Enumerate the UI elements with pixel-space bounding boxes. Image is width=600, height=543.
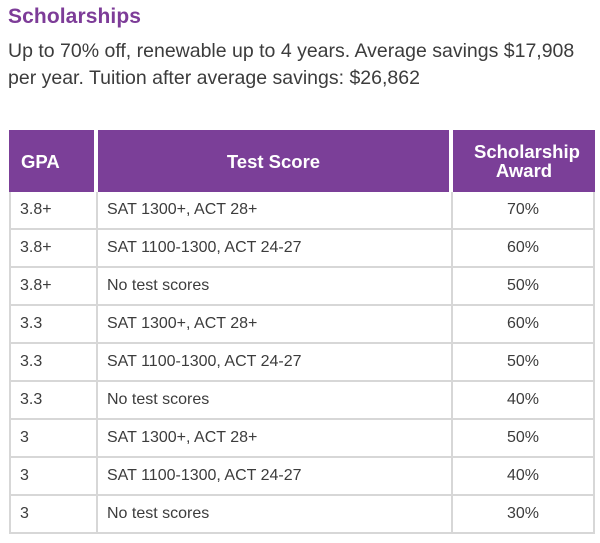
award-cell: 60% — [453, 230, 595, 268]
test-score-cell: SAT 1100-1300, ACT 24-27 — [98, 458, 453, 496]
test-score-cell: No test scores — [98, 382, 453, 420]
gpa-cell: 3.3 — [9, 382, 98, 420]
table-row: 3.8+ No test scores 50% — [9, 268, 595, 306]
test-score-cell: SAT 1300+, ACT 28+ — [98, 192, 453, 230]
gpa-cell: 3 — [9, 458, 98, 496]
gpa-cell: 3.3 — [9, 306, 98, 344]
award-cell: 40% — [453, 382, 595, 420]
gpa-cell: 3.3 — [9, 344, 98, 382]
table-row: 3 No test scores 30% — [9, 496, 595, 534]
table-row: 3.8+ SAT 1100-1300, ACT 24-27 60% — [9, 230, 595, 268]
table-row: 3.3 SAT 1100-1300, ACT 24-27 50% — [9, 344, 595, 382]
header-test-score: Test Score — [98, 130, 453, 192]
award-cell: 70% — [453, 192, 595, 230]
test-score-cell: SAT 1300+, ACT 28+ — [98, 420, 453, 458]
award-cell: 60% — [453, 306, 595, 344]
header-scholarship-award-label: Scholarship Award — [474, 141, 580, 181]
gpa-cell: 3.8+ — [9, 192, 98, 230]
scholarship-table: GPA Test Score Scholarship Award 3.8+ SA… — [9, 130, 595, 534]
award-cell: 50% — [453, 420, 595, 458]
gpa-cell: 3.8+ — [9, 230, 98, 268]
page-title: Scholarships — [8, 5, 142, 28]
gpa-cell: 3 — [9, 496, 98, 534]
scholarship-summary: Up to 70% off, renewable up to 4 years. … — [8, 40, 575, 89]
award-cell: 50% — [453, 268, 595, 306]
award-cell: 30% — [453, 496, 595, 534]
award-cell: 40% — [453, 458, 595, 496]
table-header-row: GPA Test Score Scholarship Award — [9, 130, 595, 192]
test-score-cell: SAT 1100-1300, ACT 24-27 — [98, 230, 453, 268]
header-scholarship-award: Scholarship Award — [453, 130, 595, 192]
table-row: 3.8+ SAT 1300+, ACT 28+ 70% — [9, 192, 595, 230]
test-score-cell: SAT 1100-1300, ACT 24-27 — [98, 344, 453, 382]
gpa-cell: 3 — [9, 420, 98, 458]
test-score-cell: No test scores — [98, 268, 453, 306]
table-row: 3.3 No test scores 40% — [9, 382, 595, 420]
gpa-cell: 3.8+ — [9, 268, 98, 306]
table-row: 3.3 SAT 1300+, ACT 28+ 60% — [9, 306, 595, 344]
test-score-cell: No test scores — [98, 496, 453, 534]
test-score-cell: SAT 1300+, ACT 28+ — [98, 306, 453, 344]
header-gpa: GPA — [9, 130, 98, 192]
table-row: 3 SAT 1300+, ACT 28+ 50% — [9, 420, 595, 458]
table-row: 3 SAT 1100-1300, ACT 24-27 40% — [9, 458, 595, 496]
award-cell: 50% — [453, 344, 595, 382]
